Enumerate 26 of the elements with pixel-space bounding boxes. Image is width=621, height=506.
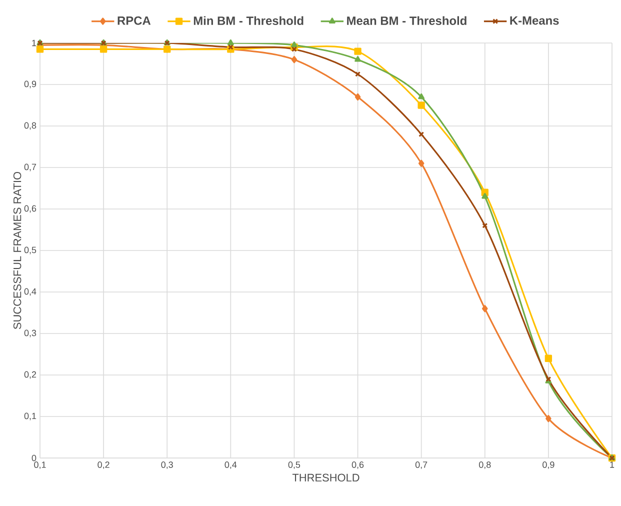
y-tick-label: 0: [32, 454, 36, 462]
y-tick-label: 0,6: [24, 205, 36, 213]
x-tick-label: 0,4: [224, 462, 237, 469]
y-tick-label: 0,4: [24, 288, 36, 296]
legend-label: K-Means: [510, 16, 559, 25]
x-tick-label: 0,7: [415, 462, 428, 469]
x-tick-label: 0,8: [478, 462, 491, 469]
y-axis-title: SUCCESSFUL FRAMES RATIO: [13, 172, 22, 330]
y-tick-label: 0,9: [24, 80, 36, 88]
legend-label: Min BM - Threshold: [194, 16, 304, 25]
x-tick-label: 0,6: [352, 462, 364, 469]
x-tick-label: 0,3: [161, 462, 173, 469]
y-tick-label: 0,5: [24, 246, 36, 254]
y-tick-label: 1: [32, 40, 36, 46]
y-tick-label: 0,1: [24, 412, 36, 420]
x-tick-label: 0,2: [98, 462, 110, 469]
x-tick-label: 0,9: [542, 462, 554, 469]
x-axis-title: THRESHOLD: [292, 474, 360, 482]
x-tick-label: 1: [610, 462, 614, 468]
legend-label: RPCA: [118, 16, 151, 25]
y-tick-label: 0,7: [24, 164, 36, 172]
y-tick-label: 0,2: [24, 371, 36, 379]
y-tick-label: 0,8: [24, 122, 36, 130]
legend-label: Mean BM - Threshold: [347, 16, 466, 25]
y-tick-label: 0,3: [24, 330, 36, 338]
x-tick-label: 0,5: [288, 462, 300, 469]
